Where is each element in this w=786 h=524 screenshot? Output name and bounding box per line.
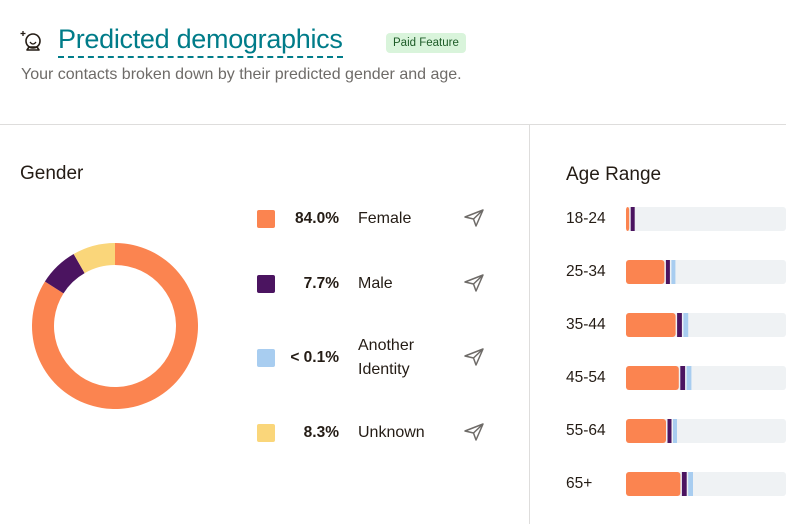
age-bar xyxy=(626,207,786,231)
age-bar-segment-another xyxy=(671,260,676,284)
male-percent: 7.7% xyxy=(303,275,339,292)
age-bar-segment-female xyxy=(626,260,665,284)
age-row: 65+ xyxy=(566,472,786,496)
paid-feature-badge: Paid Feature xyxy=(386,33,466,53)
donut-slice-unknown xyxy=(73,243,115,274)
age-row: 55-64 xyxy=(566,419,786,443)
age-bar-segment-male xyxy=(680,366,686,390)
age-bar-segment-female xyxy=(626,207,630,231)
age-label: 35-44 xyxy=(566,316,606,333)
age-bar-segment-female xyxy=(626,472,681,496)
age-bar-segment-male xyxy=(677,313,682,337)
age-bar-segment-male xyxy=(681,472,687,496)
donut-slice-male xyxy=(44,254,85,294)
female-swatch xyxy=(257,210,275,228)
age-bar xyxy=(626,419,786,443)
page-title[interactable]: Predicted demographics xyxy=(58,22,343,58)
unknown-swatch xyxy=(257,424,275,442)
age-label: 55-64 xyxy=(566,422,606,439)
header-divider xyxy=(0,124,786,125)
age-bar-segment-female xyxy=(626,366,679,390)
age-label: 45-54 xyxy=(566,369,606,386)
male-label: Male xyxy=(358,275,393,292)
gender-donut-chart xyxy=(32,243,198,409)
section-divider xyxy=(529,125,530,524)
gender-section-title: Gender xyxy=(20,163,84,184)
age-label: 18-24 xyxy=(566,210,606,227)
age-row: 25-34 xyxy=(566,260,786,284)
age-bar xyxy=(626,313,786,337)
another-identity-label: Another Identity xyxy=(358,337,415,378)
age-bar-segment-male xyxy=(665,260,670,284)
age-bar-segment-male xyxy=(667,419,672,443)
female-label: Female xyxy=(358,210,412,227)
another-identity-swatch xyxy=(257,349,275,367)
age-bar-segment-female xyxy=(626,419,666,443)
age-row: 35-44 xyxy=(566,313,786,337)
age-row: 18-24 xyxy=(566,207,786,231)
female-percent: 84.0% xyxy=(295,210,339,227)
age-row: 45-54 xyxy=(566,366,786,390)
age-section-title: Age Range xyxy=(566,164,662,185)
age-bar-segment-another xyxy=(683,313,689,337)
age-label: 25-34 xyxy=(566,263,606,280)
age-bar-segment-female xyxy=(626,313,676,337)
age-bar-segment-another xyxy=(686,366,692,390)
send-icon[interactable] xyxy=(463,347,485,367)
age-bar-segment-another xyxy=(688,472,693,496)
unknown-label: Unknown xyxy=(358,424,425,441)
male-swatch xyxy=(257,275,275,293)
age-bar xyxy=(626,472,786,496)
age-bar xyxy=(626,260,786,284)
age-label: 65+ xyxy=(566,475,593,492)
send-icon[interactable] xyxy=(463,208,485,228)
send-icon[interactable] xyxy=(463,422,485,442)
age-bar-segment-another xyxy=(673,419,677,443)
page-subtitle: Your contacts broken down by their predi… xyxy=(21,66,462,83)
age-bar xyxy=(626,366,786,390)
send-icon[interactable] xyxy=(463,273,485,293)
another-identity-percent: < 0.1% xyxy=(290,349,339,366)
unknown-percent: 8.3% xyxy=(303,424,339,441)
age-bar-segment-male xyxy=(630,207,635,231)
crystal-ball-icon xyxy=(20,31,41,51)
header: Predicted demographics Paid Feature Your… xyxy=(0,0,786,124)
age-bar-track xyxy=(626,207,786,231)
